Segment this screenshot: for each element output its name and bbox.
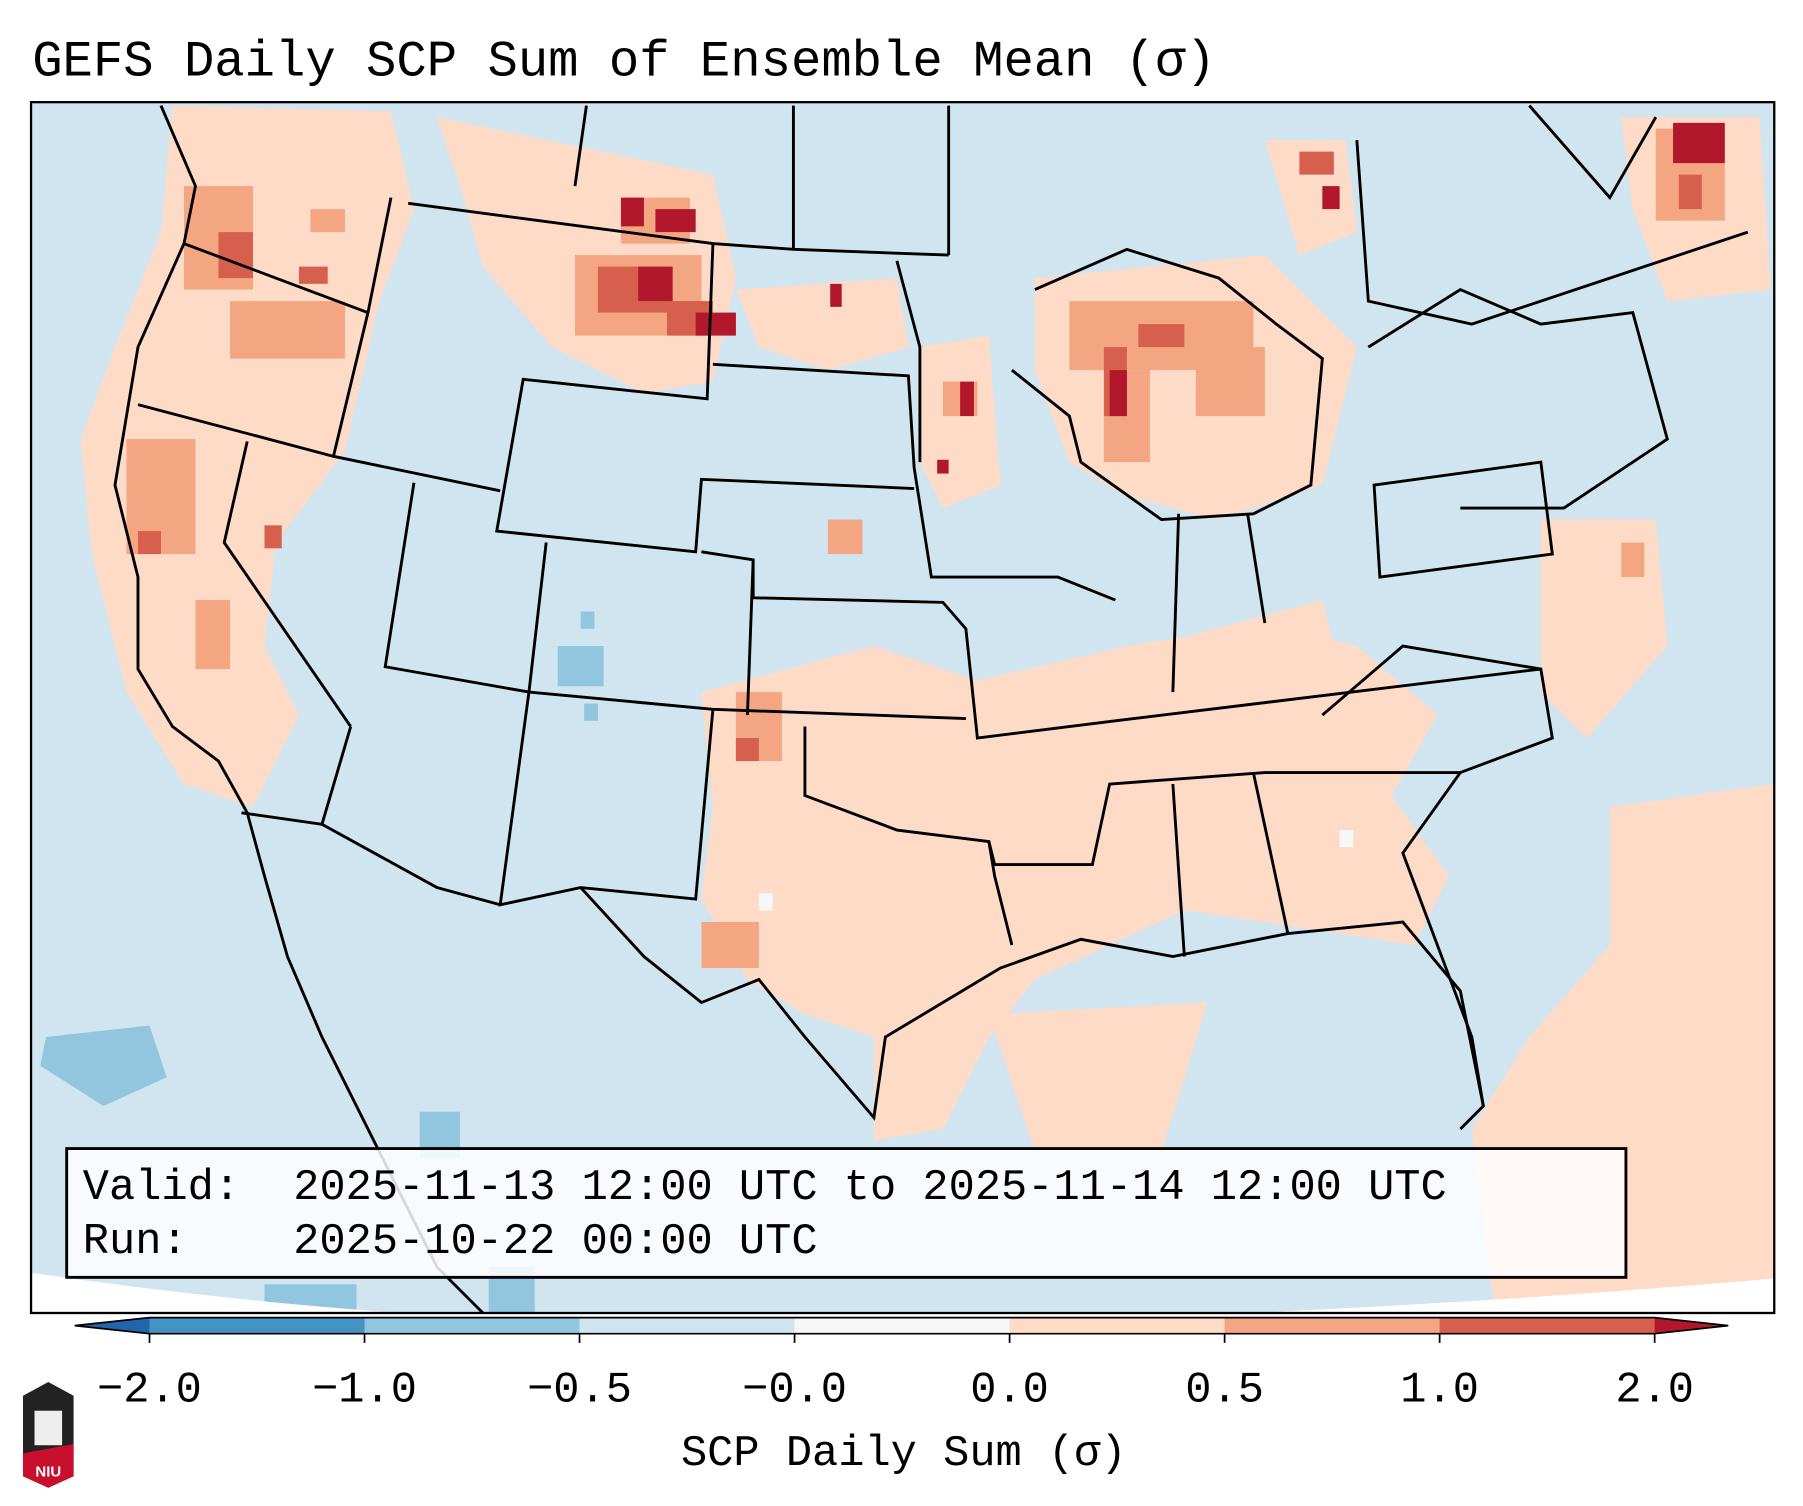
- run-value: 2025-10-22 00:00 UTC: [293, 1218, 817, 1267]
- colorbar-bin: [1009, 1317, 1226, 1334]
- colorbar-bin: [149, 1317, 366, 1334]
- colorbar-bin: [1224, 1317, 1441, 1334]
- neutral-cell: [758, 893, 773, 911]
- colorbar-tick-label: 0.0: [970, 1367, 1049, 1416]
- colorbar-bin: [364, 1317, 581, 1334]
- valid-label: Valid:: [83, 1164, 240, 1213]
- run-label: Run:: [83, 1218, 188, 1267]
- valid-value: 2025-11-13 12:00 UTC to 2025-11-14 12:00…: [293, 1164, 1447, 1213]
- colorbar-tick-label: 0.5: [1185, 1367, 1264, 1416]
- colorbar-tick-label: 2.0: [1615, 1367, 1694, 1416]
- colorbar-tick-label: 1.0: [1400, 1367, 1479, 1416]
- niu-logo-text: NIU: [35, 1463, 61, 1480]
- colorbar-bin: [1439, 1317, 1656, 1334]
- colorbar-tick-label: −2.0: [97, 1367, 202, 1416]
- colorbar: −2.0 −1.0 −0.5 −0.0 0.0 0.5 1.0 2.0: [74, 1316, 1729, 1416]
- colorbar-under-tip: [74, 1317, 150, 1334]
- colorbar-tick-label: −0.0: [742, 1367, 847, 1416]
- map-frame: [29, 101, 1776, 1315]
- chart-title: GEFS Daily SCP Sum of Ensemble Mean (σ): [32, 35, 1216, 92]
- anomaly-strong-positive: [137, 151, 1702, 762]
- state-boundaries: [113, 104, 1749, 1313]
- colorbar-over-tip: [1654, 1317, 1729, 1334]
- niu-logo-tower: [34, 1410, 63, 1446]
- projection-edge: [31, 1272, 1775, 1313]
- colorbar-tick-label: −1.0: [312, 1367, 417, 1416]
- neutral-cell: [1339, 830, 1354, 848]
- colorbar-bin: [579, 1317, 796, 1334]
- map: [31, 102, 1775, 1313]
- niu-logo: NIU: [22, 1381, 74, 1488]
- niu-logo-banner: [22, 1444, 74, 1488]
- anomaly-extreme-positive: [620, 122, 1725, 474]
- info-box: Valid: 2025-11-13 12:00 UTC to 2025-11-1…: [65, 1147, 1628, 1279]
- colorbar-bin: [794, 1317, 1011, 1334]
- info-box-background: [65, 1147, 1628, 1279]
- colorbar-tick-label: −0.5: [527, 1367, 632, 1416]
- colorbar-label: SCP Daily Sum (σ): [681, 1430, 1127, 1479]
